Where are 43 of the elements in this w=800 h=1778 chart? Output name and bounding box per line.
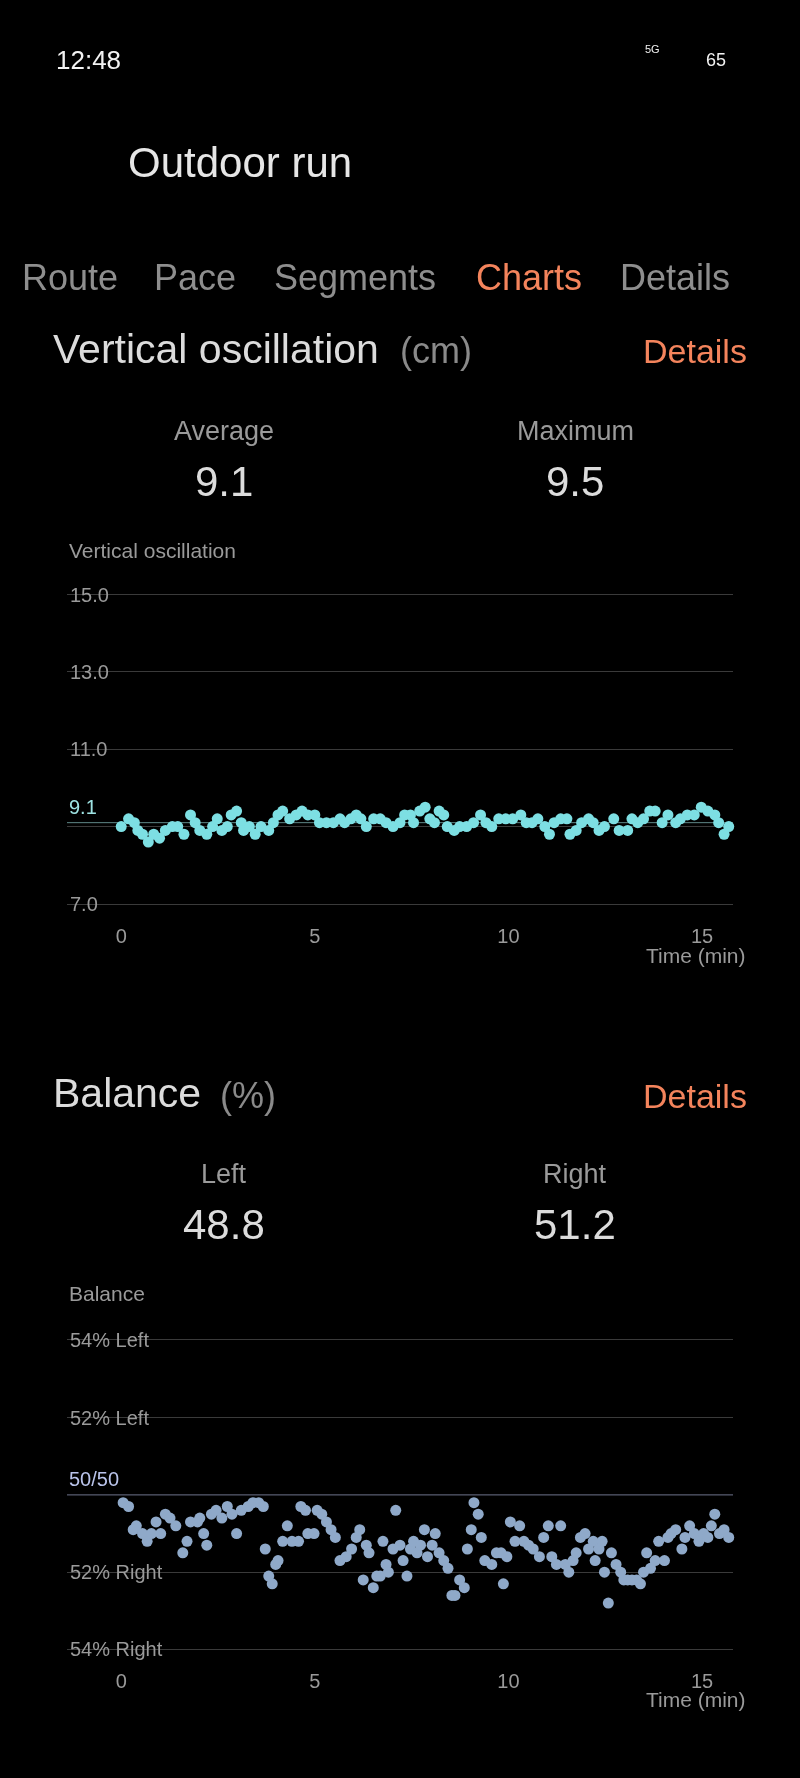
text: Segments [274, 257, 437, 298]
text: 51.2 [534, 1201, 616, 1248]
y2-tick-label: 52% Right [70, 1561, 163, 1584]
text: 5G [645, 43, 660, 55]
text: Right [543, 1159, 607, 1189]
text: Charts [476, 257, 583, 298]
text: Maximum [517, 416, 635, 446]
y2-tick-label: 54% Right [70, 1638, 163, 1661]
x-tick-label: 0 [115, 1670, 127, 1693]
y-tick-label: 11.0 [70, 738, 108, 761]
text: 65 [706, 50, 727, 70]
text: Details [643, 1077, 747, 1115]
x-tick-label: 10 [497, 1670, 520, 1693]
text: 48.8 [183, 1201, 265, 1248]
y-tick-label: 7.0 [70, 892, 98, 915]
text: 12:48 [56, 45, 122, 75]
y-axis-title: Balance [69, 1282, 145, 1305]
y-tick-label: 15.0 [70, 583, 109, 606]
x-tick-label: 5 [309, 924, 321, 947]
text: Average [174, 416, 275, 446]
text: 9.5 [546, 458, 605, 505]
x-axis-title: Time (min) [646, 944, 746, 967]
x-tick-label: 10 [497, 924, 520, 947]
text: Outdoor run [128, 139, 353, 186]
y-tick-label: 54% Left [70, 1329, 150, 1352]
chart-subtitle: (cm) [400, 330, 472, 371]
chart-title: Vertical oscillation [53, 326, 379, 372]
x-tick-label: 0 [115, 924, 127, 947]
x-tick-label: 15 [690, 924, 714, 947]
ref-line-label: 9.1 [69, 796, 97, 818]
text: Details [643, 332, 747, 370]
chart-title: Balance [53, 1070, 202, 1116]
text: Route [22, 257, 119, 298]
y-tick-label: 13.0 [70, 660, 109, 683]
y-axis-title: Vertical oscillation [69, 539, 236, 562]
chart-subtitle: (%) [220, 1075, 276, 1116]
text: Details [620, 257, 731, 298]
x-tick-label: 5 [309, 1670, 321, 1693]
text: Left [201, 1159, 247, 1189]
text: Pace [154, 257, 237, 298]
y-tick-label: 52% Left [70, 1406, 150, 1429]
text: 9.1 [195, 458, 254, 505]
ref-line-label: 50/50 [69, 1468, 120, 1490]
